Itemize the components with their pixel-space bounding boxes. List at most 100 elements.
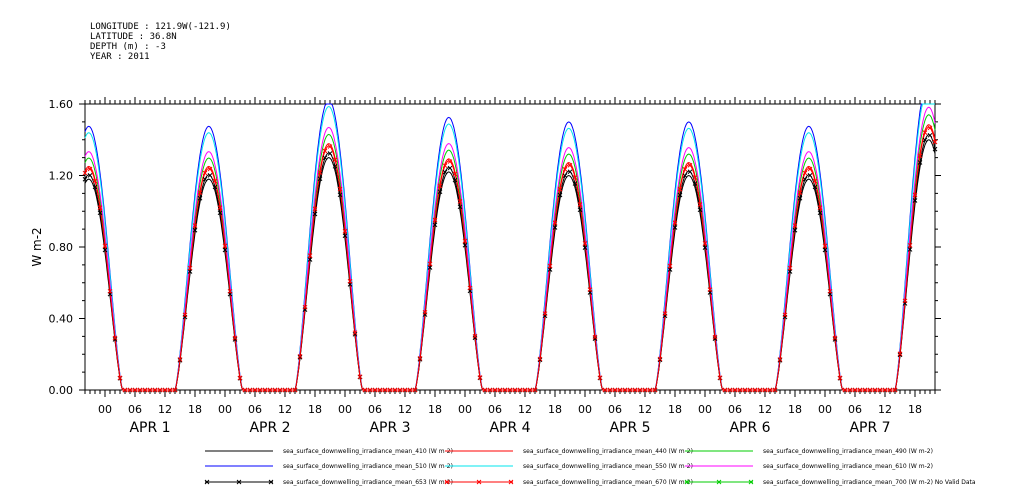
series-marker-6 — [327, 151, 333, 156]
x-hour-label: 06 — [608, 403, 622, 416]
series-marker-7 — [567, 162, 573, 168]
x-hour-label: 00 — [98, 403, 112, 416]
series-marker-7 — [322, 148, 328, 154]
series-marker-7 — [212, 178, 218, 184]
x-hour-label: 00 — [458, 403, 472, 416]
series-marker-7 — [357, 374, 363, 380]
x-hour-label: 12 — [518, 403, 532, 416]
series-marker-6 — [687, 169, 693, 175]
series-marker-6 — [332, 163, 338, 169]
series-marker-7 — [882, 387, 888, 393]
series-marker-7 — [772, 387, 778, 393]
series-marker-7 — [757, 387, 763, 393]
series-marker-7 — [692, 175, 698, 180]
series-marker-6 — [812, 184, 818, 190]
series-marker-6 — [102, 247, 108, 253]
series-marker-7 — [712, 334, 718, 340]
series-marker-7 — [767, 387, 773, 393]
series-marker-6 — [297, 354, 303, 360]
series-marker-6 — [567, 169, 573, 175]
series-marker-6 — [927, 132, 933, 138]
series-marker-7 — [232, 335, 238, 341]
x-hour-label: 12 — [278, 403, 292, 416]
series-marker-6 — [932, 146, 938, 152]
series-marker-6 — [777, 357, 783, 363]
series-marker-6 — [682, 173, 688, 179]
series-marker-6 — [342, 233, 348, 239]
x-hour-label: 06 — [488, 403, 502, 416]
series-marker-6 — [692, 181, 698, 186]
depth-line: DEPTH (m) : -3 — [90, 42, 166, 52]
series-marker-7 — [617, 387, 623, 393]
series-marker-6 — [697, 207, 703, 213]
series-marker-7 — [782, 312, 788, 318]
series-marker-6 — [307, 257, 313, 262]
series-marker-7 — [387, 387, 393, 393]
series-marker-7 — [602, 387, 608, 393]
series-marker-6 — [897, 352, 903, 358]
series-marker-7 — [277, 387, 283, 393]
x-hour-label: 00 — [818, 403, 832, 416]
series-marker-6 — [312, 211, 318, 217]
x-hour-label: 00 — [218, 403, 232, 416]
x-hour-label: 18 — [188, 403, 202, 416]
x-hour-label: 12 — [878, 403, 892, 416]
series-marker-7 — [457, 199, 463, 204]
series-marker-7 — [487, 387, 493, 393]
series-marker-6 — [822, 247, 828, 253]
series-marker-7 — [182, 312, 188, 318]
series-marker-7 — [292, 387, 298, 393]
series-marker-6 — [92, 184, 98, 190]
series-marker-7 — [582, 241, 588, 246]
series-marker-7 — [327, 144, 333, 149]
series-lines — [84, 103, 936, 391]
series-marker-6 — [562, 173, 568, 179]
series-marker-6 — [97, 210, 103, 216]
series-marker-7 — [807, 166, 813, 172]
series-marker-6 — [197, 195, 203, 201]
series-marker-7 — [907, 242, 913, 248]
x-hour-label: 18 — [908, 403, 922, 416]
series-marker-7 — [867, 387, 873, 393]
series-marker-6 — [452, 177, 458, 183]
series-marker-7 — [517, 387, 523, 393]
series-marker-6 — [437, 189, 443, 195]
y-tick-label: 0.80 — [49, 241, 74, 254]
series-marker-6 — [557, 192, 563, 198]
x-day-label: APR 7 — [849, 420, 890, 436]
legend: sea_surface_downwelling_irradiance_mean_… — [204, 448, 976, 486]
series-marker-7 — [252, 387, 258, 393]
series-marker-6 — [582, 245, 588, 250]
x-hour-label: 06 — [368, 403, 382, 416]
series-marker-7 — [287, 387, 293, 393]
series-line-0 — [84, 139, 936, 391]
series-marker-7 — [132, 387, 138, 393]
series-marker-7 — [547, 263, 553, 269]
series-marker-7 — [592, 334, 598, 340]
series-marker-7 — [467, 285, 473, 291]
series-marker-7 — [447, 159, 453, 164]
legend-label-4: sea_surface_downwelling_irradiance_mean_… — [523, 463, 693, 470]
series-marker-6 — [922, 137, 928, 143]
series-marker-7 — [317, 170, 323, 175]
series-marker-7 — [777, 357, 783, 362]
series-marker-7 — [247, 387, 253, 393]
series-marker-6 — [462, 242, 468, 248]
series-marker-7 — [107, 288, 113, 294]
series-marker-7 — [227, 288, 233, 294]
series-marker-7 — [892, 387, 898, 393]
series-marker-7 — [747, 387, 753, 393]
series-marker-7 — [397, 387, 403, 393]
series-marker-7 — [802, 170, 808, 176]
series-marker-7 — [552, 220, 558, 226]
series-marker-6 — [917, 160, 923, 165]
series-marker-6 — [702, 245, 708, 250]
x-hour-label: 18 — [668, 403, 682, 416]
series-marker-6 — [317, 176, 323, 182]
series-line-3 — [84, 103, 935, 391]
series-marker-6 — [222, 247, 228, 253]
series-marker-7 — [122, 387, 128, 393]
series-marker-7 — [737, 387, 743, 393]
x-hour-label: 00 — [338, 403, 352, 416]
